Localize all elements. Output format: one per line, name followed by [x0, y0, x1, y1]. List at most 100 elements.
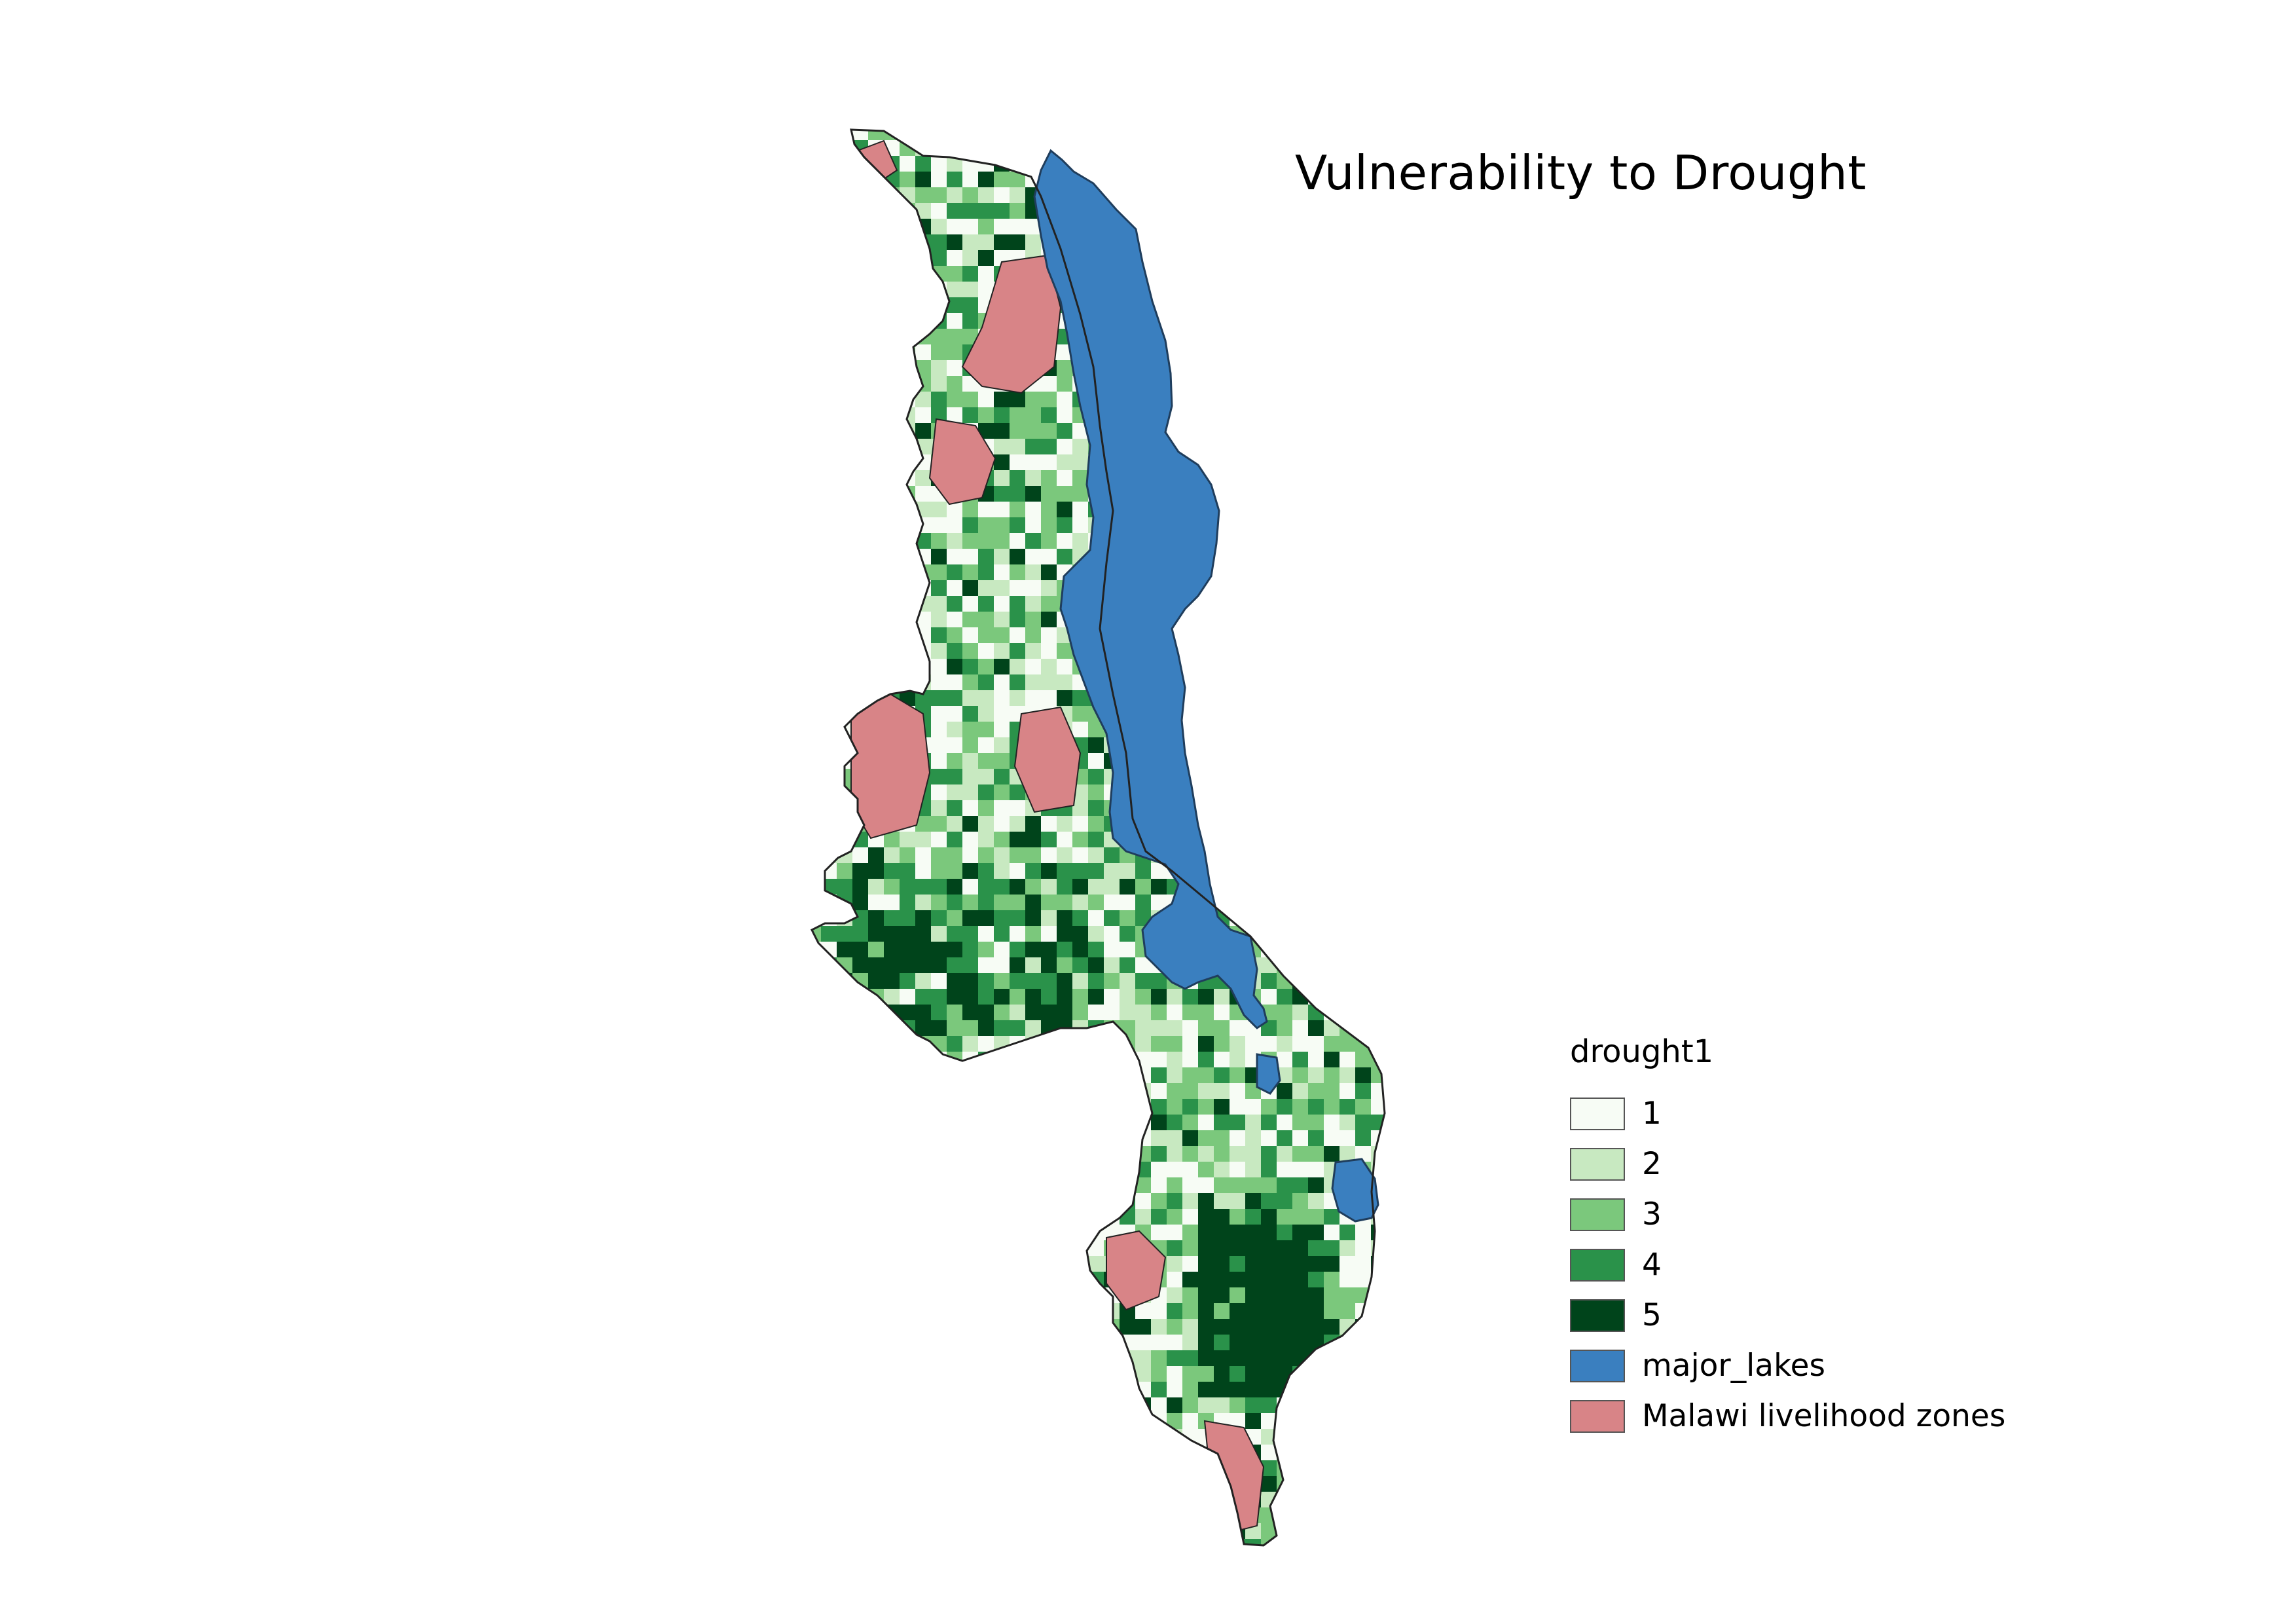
raster-cell: [1245, 140, 1261, 156]
raster-cell: [868, 1052, 884, 1067]
raster-cell: [821, 172, 837, 187]
raster-cell: [931, 926, 947, 942]
raster-cell: [1182, 1067, 1198, 1083]
raster-cell: [1324, 800, 1339, 816]
raster-cell: [1120, 1445, 1135, 1460]
lake-chilwa: [1331, 1158, 1379, 1223]
raster-cell: [1198, 392, 1214, 407]
raster-cell: [1025, 1067, 1041, 1083]
raster-cell: [978, 863, 994, 879]
raster-cell: [1182, 1240, 1198, 1256]
raster-cell: [1198, 1366, 1214, 1382]
raster-cell: [1277, 486, 1292, 502]
raster-cell: [821, 282, 837, 297]
raster-cell: [852, 1240, 868, 1256]
raster-cell: [931, 1177, 947, 1193]
raster-cell: [1387, 816, 1402, 832]
raster-cell: [1057, 690, 1072, 706]
raster-cell: [1230, 1209, 1245, 1225]
raster-cell: [1025, 1115, 1041, 1130]
raster-cell: [1292, 737, 1308, 753]
raster-cell: [1355, 1460, 1371, 1476]
raster-cell: [812, 1287, 821, 1303]
raster-cell: [852, 1272, 868, 1287]
raster-cell: [1167, 1209, 1182, 1225]
raster-cell: [1277, 769, 1292, 784]
raster-cell: [931, 376, 947, 392]
raster-cell: [1261, 423, 1277, 439]
raster-cell: [1214, 344, 1230, 360]
raster-cell: [1104, 1303, 1120, 1319]
raster-cell: [1072, 486, 1088, 502]
raster-cell: [962, 172, 978, 187]
raster-cell: [1387, 486, 1402, 502]
raster-cell: [1371, 1507, 1385, 1523]
raster-cell: [915, 172, 931, 187]
raster-cell: [837, 1460, 852, 1476]
raster-cell: [1324, 769, 1339, 784]
raster-cell: [1371, 470, 1385, 486]
raster-cell: [1214, 1162, 1230, 1177]
raster-cell: [915, 1225, 931, 1240]
raster-cell: [1041, 659, 1057, 674]
raster-cell: [915, 1209, 931, 1225]
raster-cell: [1010, 1366, 1025, 1382]
raster-cell: [1339, 1507, 1355, 1523]
raster-cell: [1010, 580, 1025, 596]
raster-cell: [947, 1319, 962, 1335]
raster-cell: [821, 816, 837, 832]
raster-cell: [900, 1429, 915, 1445]
raster-cell: [884, 1460, 900, 1476]
raster-cell: [1182, 1382, 1198, 1397]
raster-cell: [1230, 344, 1245, 360]
raster-cell: [884, 1209, 900, 1225]
raster-cell: [1025, 423, 1041, 439]
raster-cell: [1088, 784, 1104, 800]
raster-cell: [1339, 1256, 1355, 1272]
raster-cell: [1339, 344, 1355, 360]
raster-cell: [837, 1539, 852, 1545]
raster-cell: [994, 1083, 1010, 1099]
raster-cell: [1072, 1099, 1088, 1115]
raster-cell: [931, 753, 947, 769]
raster-cell: [1308, 690, 1324, 706]
raster-cell: [1214, 282, 1230, 297]
raster-cell: [1371, 753, 1385, 769]
raster-cell: [900, 549, 915, 564]
raster-cell: [1120, 957, 1135, 973]
raster-cell: [1025, 454, 1041, 470]
raster-cell: [1308, 706, 1324, 722]
raster-cell: [962, 659, 978, 674]
raster-cell: [1355, 895, 1371, 910]
raster-cell: [1324, 313, 1339, 329]
raster-cell: [812, 1036, 821, 1052]
raster-cell: [1182, 1350, 1198, 1366]
raster-cell: [1010, 643, 1025, 659]
raster-cell: [812, 1460, 821, 1476]
raster-cell: [994, 564, 1010, 580]
raster-cell: [962, 580, 978, 596]
raster-cell: [1230, 1225, 1245, 1240]
raster-cell: [947, 1177, 962, 1193]
raster-cell: [868, 130, 884, 140]
raster-cell: [1135, 1492, 1151, 1507]
raster-cell: [947, 130, 962, 140]
raster-cell: [915, 1429, 931, 1445]
raster-cell: [1057, 423, 1072, 439]
raster-cell: [884, 643, 900, 659]
raster-cell: [1010, 627, 1025, 643]
raster-cell: [994, 140, 1010, 156]
raster-cell: [900, 564, 915, 580]
raster-cell: [1072, 722, 1088, 737]
raster-cell: [1324, 454, 1339, 470]
raster-cell: [1355, 549, 1371, 564]
raster-cell: [868, 392, 884, 407]
raster-cell: [900, 1413, 915, 1429]
raster-cell: [1010, 1225, 1025, 1240]
raster-cell: [1324, 1067, 1339, 1083]
raster-cell: [868, 1350, 884, 1366]
raster-cell: [1230, 564, 1245, 580]
raster-cell: [1339, 329, 1355, 344]
raster-cell: [1182, 407, 1198, 423]
raster-cell: [852, 1177, 868, 1193]
